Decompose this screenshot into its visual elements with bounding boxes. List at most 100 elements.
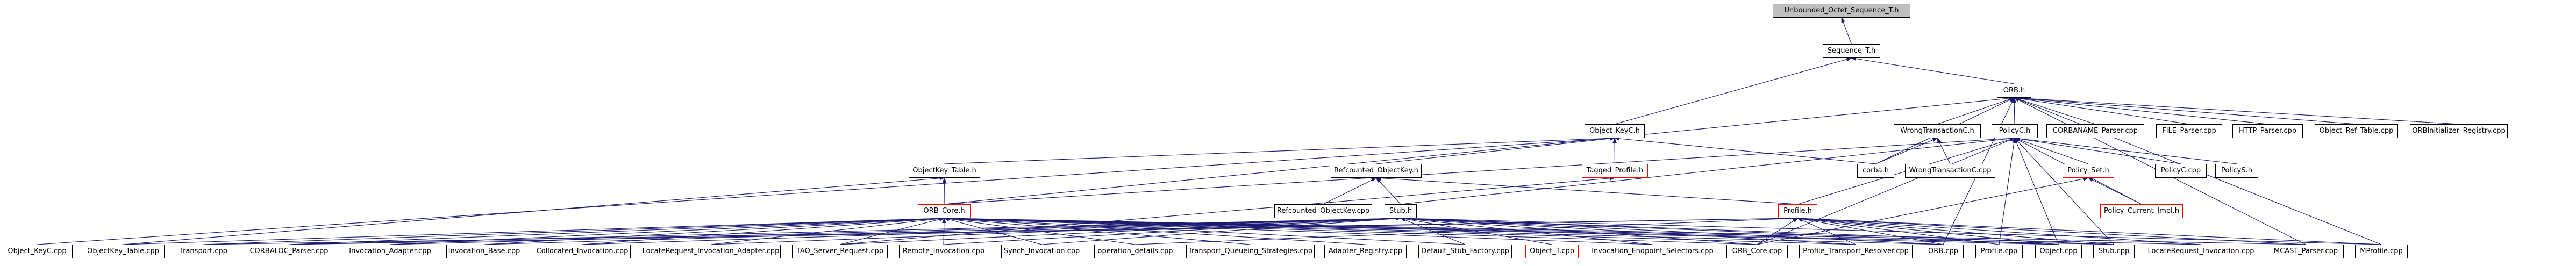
graph-node-policyc_h[interactable]: PolicyC.h [1992,124,2038,138]
edge-refcounted_objectkey_cpp-to-refcounted_objectkey_h [1323,177,1377,205]
edge-transport_queueing_strategies_cpp-to-orb_core_h [944,217,1251,245]
edge-profile_transport_resolver_cpp-to-stub_h [1400,216,1856,245]
edge-default_stub_factory_cpp-to-orb_core_h [944,216,1466,245]
edge-object_keyc_cpp-to-object_keyc_h [37,136,1615,245]
graph-node-policy_set_h[interactable]: Policy_Set.h [2063,164,2114,178]
edge-policy_set_h-to-policyc_h [2014,138,2089,164]
edge-orb_h-to-sequence_t_h [1851,56,2015,84]
edge-tao_server_request_cpp-to-stub_h [839,216,1401,245]
edge-invocation_base_cpp-to-stub_h [484,216,1401,245]
edge-corbaloc_parser_cpp-to-orb_core_h [289,216,945,245]
edge-profile_h-to-refcounted_objectkey_h [1375,176,1798,205]
edge-remote_invocation_cpp-to-stub_h [943,216,1401,245]
graph-node-stub_h[interactable]: Stub.h [1385,204,1417,218]
graph-node-policyc_cpp[interactable]: PolicyC.cpp [2155,164,2207,178]
graph-node-tagged_profile_h[interactable]: Tagged_Profile.h [1582,164,1648,178]
graph-node-invocation_endpoint_selectors_cpp[interactable]: Invocation_Endpoint_Selectors.cpp [1590,245,1715,258]
edge-transport_cpp-to-orb_core_h [203,216,945,245]
edge-stub_h-to-policyc_h [1400,136,2015,205]
graph-node-object_keyc_cpp[interactable]: Object_KeyC.cpp [2,245,73,258]
graph-node-orb_core_h[interactable]: ORB_Core.h [918,204,971,218]
edge-stub_cpp-to-policyc_h [2014,138,2114,245]
graph-node-object_ref_table_cpp[interactable]: Object_Ref_Table.cpp [2315,124,2398,138]
graph-node-object_t_cpp[interactable]: Object_T.cpp [1525,245,1579,258]
graph-node-object_keyc_h[interactable]: Object_KeyC.h [1585,124,1645,138]
edge-http_parser_cpp-to-orb_h [2014,96,2268,125]
graph-node-invocation_base_cpp[interactable]: Invocation_Base.cpp [446,245,522,258]
edge-objectkey_table_cpp-to-objectkey_table_h [123,176,945,245]
edge-policyc_h-to-orb_h [2012,97,2016,125]
graph-node-corbaname_parser_cpp[interactable]: CORBANAME_Parser.cpp [2046,124,2144,138]
graph-node-orb_h[interactable]: ORB.h [1997,84,2031,98]
edge-orb_core_cpp-to-stub_h [1400,216,1758,245]
graph-node-orb_cpp[interactable]: ORB.cpp [1923,245,1964,258]
graph-node-objectkey_table_cpp[interactable]: ObjectKey_Table.cpp [82,245,165,258]
graph-node-transport_queueing_strategies_cpp[interactable]: Transport_Queueing_Strategies.cpp [1186,245,1315,258]
edge-corbaloc_parser_cpp-to-profile_h [289,216,1799,245]
edge-policys_h-to-policyc_h [2014,136,2237,164]
graph-node-profile_h[interactable]: Profile.h [1778,204,1817,218]
graph-node-objectkey_table_h[interactable]: ObjectKey_Table.h [909,164,980,178]
graph-node-unbounded_octet_sequence_t_h: Unbounded_Octet_Sequence_T.h [1773,4,1910,18]
edge-object_keyc_h-to-sequence_t_h [1614,57,1852,125]
graph-node-synch_invocation_cpp[interactable]: Synch_Invocation.cpp [1001,245,1082,258]
edge-orb_core_cpp-to-orb_core_h [944,216,1758,245]
edge-wrongtransactionc_h-to-orb_h [1937,97,2015,125]
graph-node-wrongtransactionc_cpp[interactable]: WrongTransactionC.cpp [1905,164,1995,178]
graph-node-stub_cpp[interactable]: Stub.cpp [2093,245,2135,258]
edge-policy_current_impl_h-to-policy_set_h [2088,177,2142,205]
edge-orb_core_h-to-policyc_h [944,136,2015,205]
graph-node-orb_core_cpp[interactable]: ORB_Core.cpp [1726,245,1788,258]
edge-orb_core_h-to-orb_h [944,96,2015,205]
graph-node-policys_h[interactable]: PolicyS.h [2215,164,2258,178]
edge-stub_h-to-refcounted_objectkey_h [1375,177,1401,205]
graph-node-file_parser_cpp[interactable]: FILE_Parser.cpp [2156,124,2222,138]
graph-node-adapter_registry_cpp[interactable]: Adapter_Registry.cpp [1324,245,1407,258]
graph-node-corba_h[interactable]: corba.h [1857,164,1894,178]
edge-sequence_t_h-to-unbounded_octet_sequence_t_h [1841,17,1852,45]
graph-node-refcounted_objectkey_cpp[interactable]: Refcounted_ObjectKey.cpp [1274,204,1372,218]
edge-object_ref_table_cpp-to-orb_h [2014,96,2357,125]
graph-node-operation_details_cpp[interactable]: operation_details.cpp [1094,245,1176,258]
graph-node-transport_cpp[interactable]: Transport.cpp [175,245,232,258]
edge-orb_core_cpp-to-profile_h [1757,218,1799,245]
graph-node-locaterequest_invocation_cpp[interactable]: LocateRequest_Invocation.cpp [2146,245,2256,258]
graph-node-refcounted_objectkey_h[interactable]: Refcounted_ObjectKey.h [1331,164,1422,178]
graph-node-http_parser_cpp[interactable]: HTTP_Parser.cpp [2232,124,2303,138]
edge-tao_server_request_cpp-to-tagged_profile_h [839,176,1616,245]
edge-corba_h-to-wrongtransactionc_h [1875,138,1938,164]
edge-adapter_registry_cpp-to-orb_core_h [944,216,1366,245]
graph-node-tao_server_request_cpp[interactable]: TAO_Server_Request.cpp [792,245,888,258]
edge-orb_core_cpp-to-policyc_h [1757,138,2015,245]
edge-stub_cpp-to-profile_h [1797,216,2114,245]
graph-node-sequence_t_h[interactable]: Sequence_T.h [1823,44,1880,58]
graph-node-remote_invocation_cpp[interactable]: Remote_Invocation.cpp [899,245,988,258]
edge-object_t_cpp-to-stub_h [1400,217,1552,245]
edge-orb_cpp-to-stub_h [1400,216,1944,245]
graph-node-corbaloc_parser_cpp[interactable]: CORBALOC_Parser.cpp [244,245,334,258]
edge-policyc_cpp-to-policyc_h [2014,136,2181,164]
graph-node-policy_current_impl_h[interactable]: Policy_Current_Impl.h [2100,204,2183,218]
graph-node-profile_cpp[interactable]: Profile.cpp [1975,245,2023,258]
edge-file_parser_cpp-to-orb_h [2014,96,2189,125]
graph-node-orbinitializer_registry_cpp[interactable]: ORBInitializer_Registry.cpp [2410,124,2508,138]
graph-node-locaterequest_invocation_adapter_cpp[interactable]: LocateRequest_Invocation_Adapter.cpp [641,245,781,258]
graph-node-mprofile_cpp[interactable]: MProfile.cpp [2355,245,2408,258]
graph-node-collocated_invocation_cpp[interactable]: Collocated_Invocation.cpp [534,245,631,258]
graph-node-invocation_adapter_cpp[interactable]: Invocation_Adapter.cpp [346,245,434,258]
graph-node-mcast_parser_cpp[interactable]: MCAST_Parser.cpp [2268,245,2344,258]
edge-object_cpp-to-policyc_h [2014,138,2059,245]
edge-refcounted_objectkey_h-to-object_keyc_h [1376,136,1615,164]
edge-operation_details_cpp-to-profile_h [1135,216,1799,245]
edge-object_cpp-to-profile_h [1797,217,2059,245]
edge-mprofile_cpp-to-profile_h [1797,216,2382,245]
graph-node-wrongtransactionc_h[interactable]: WrongTransactionC.h [1894,124,1981,138]
graph-node-object_cpp[interactable]: Object.cpp [2035,245,2082,258]
edge-invocation_adapter_cpp-to-orb_core_h [390,216,945,245]
graph-node-default_stub_factory_cpp[interactable]: Default_Stub_Factory.cpp [1418,245,1512,258]
graph-node-profile_transport_resolver_cpp[interactable]: Profile_Transport_Resolver.cpp [1799,245,1913,258]
edge-wrongtransactionc_cpp-to-wrongtransactionc_h [1937,138,1951,164]
edge-profile_transport_resolver_cpp-to-orb_core_h [944,216,1856,245]
edge-corba_h-to-object_keyc_h [1614,136,1876,164]
